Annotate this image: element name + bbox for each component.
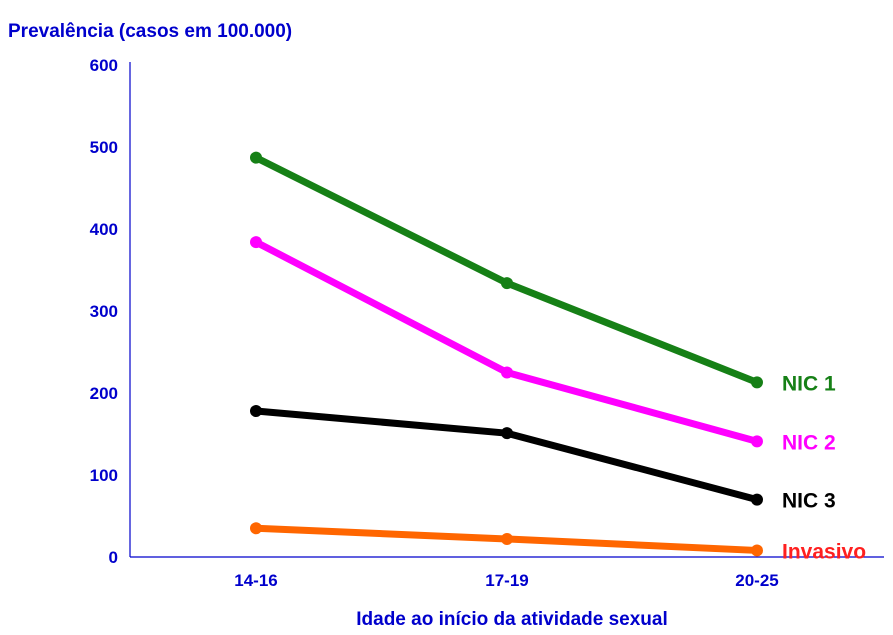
data-point — [751, 544, 763, 557]
data-point — [250, 405, 262, 418]
x-tick-label: 17-19 — [485, 571, 528, 590]
series-labels: NIC 1 NIC 2 NIC 3 Invasivo — [782, 372, 866, 563]
x-axis-title: Idade ao início da atividade sexual — [356, 609, 668, 630]
y-tick-label: 400 — [90, 220, 118, 239]
data-point — [250, 522, 262, 535]
y-tick-labels: 0 100 200 300 400 500 600 — [90, 56, 118, 567]
x-tick-label: 14-16 — [234, 571, 277, 590]
x-tick-label: 20-25 — [735, 571, 778, 590]
series-label: Invasivo — [782, 540, 866, 563]
data-point — [250, 236, 262, 249]
series-line — [252, 154, 761, 386]
y-tick-label: 200 — [90, 384, 118, 403]
y-tick-label: 300 — [90, 302, 118, 321]
y-tick-label: 500 — [90, 138, 118, 157]
y-tick-label: 0 — [109, 548, 118, 567]
series-line — [252, 407, 761, 504]
data-point — [250, 151, 262, 164]
series-label: NIC 2 — [782, 431, 836, 454]
data-point — [501, 277, 513, 290]
y-axis-title: Prevalência (casos em 100.000) — [8, 21, 292, 42]
data-point — [751, 376, 763, 389]
x-tick-labels: 14-16 17-19 20-25 — [234, 571, 778, 590]
data-point — [501, 427, 513, 440]
series-label: NIC 1 — [782, 372, 836, 395]
y-tick-label: 100 — [90, 466, 118, 485]
series-line — [252, 238, 761, 445]
y-tick-label: 600 — [90, 56, 118, 75]
data-point — [751, 435, 763, 448]
data-point — [501, 366, 513, 379]
series-label: NIC 3 — [782, 490, 836, 513]
series-group — [250, 151, 763, 557]
data-point — [751, 493, 763, 506]
data-point — [501, 532, 513, 545]
